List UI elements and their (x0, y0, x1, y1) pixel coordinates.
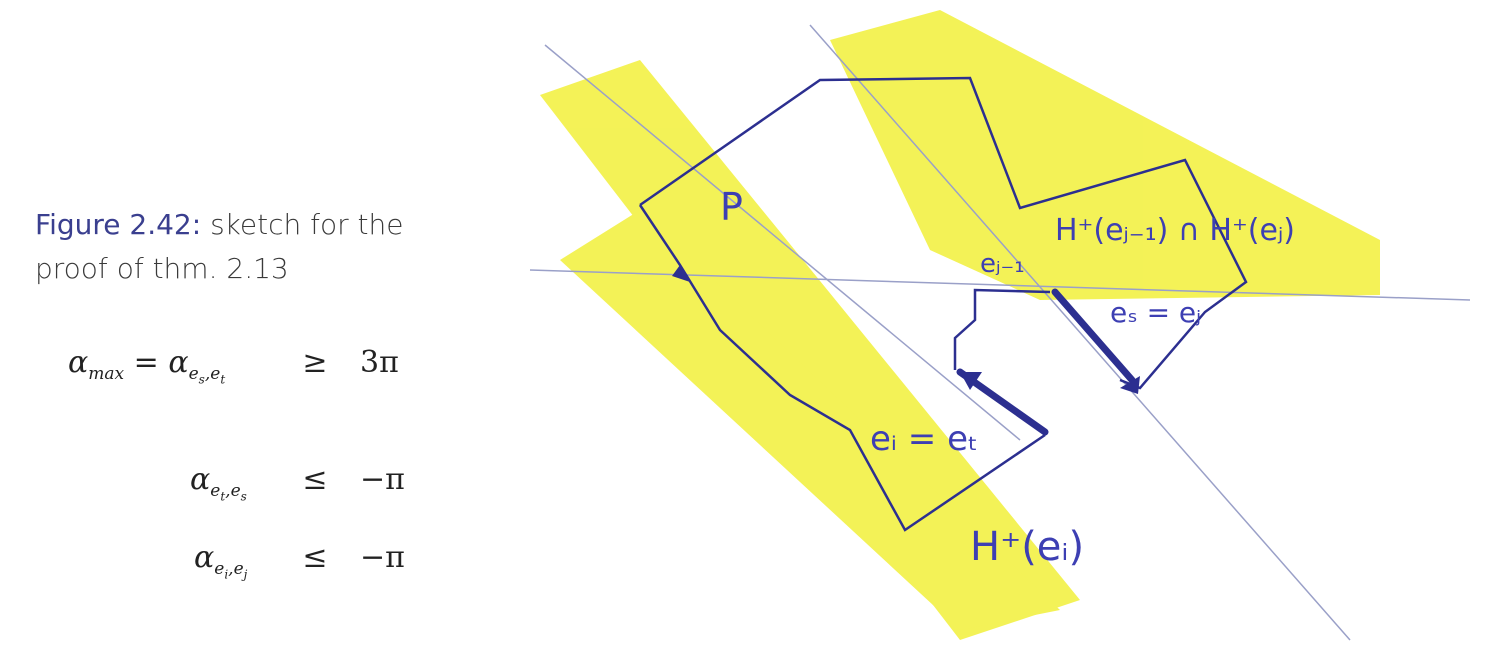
label-p: P (720, 185, 743, 229)
caption-text: sketch for the proof of thm. 2.13 (35, 208, 404, 285)
figure-label: Figure 2.42: (35, 208, 202, 241)
label-ej-minus-1: eⱼ₋₁ (980, 249, 1025, 279)
arrow-head-2 (1120, 376, 1140, 394)
arrow-head-1 (960, 372, 982, 390)
hand-sketch: P H⁺(eⱼ₋₁) ∩ H⁺(eⱼ) eⱼ₋₁ eₛ = eⱼ eᵢ = eₜ… (529, 10, 1471, 641)
arrow-head-3 (672, 265, 690, 282)
label-h-plus-ei: H⁺(eᵢ) (970, 524, 1084, 570)
rhs-3pi: 3π (360, 345, 399, 380)
label-ei-et: eᵢ = eₜ (870, 419, 978, 459)
relation-geq: ≥ (302, 345, 328, 380)
label-h-plus-ej1: H⁺(eⱼ₋₁) ∩ H⁺(eⱼ) (1055, 213, 1295, 248)
relation-leq: ≤ (302, 462, 328, 497)
rhs-minus-pi-2: −π (360, 540, 405, 575)
figure-caption: Figure 2.42: sketch for the proof of thm… (35, 203, 455, 291)
label-es-ej: eₛ = eⱼ (1110, 296, 1201, 329)
highlight-region (540, 10, 1380, 640)
rhs-minus-pi: −π (360, 462, 405, 497)
relation-leq-2: ≤ (302, 540, 328, 575)
